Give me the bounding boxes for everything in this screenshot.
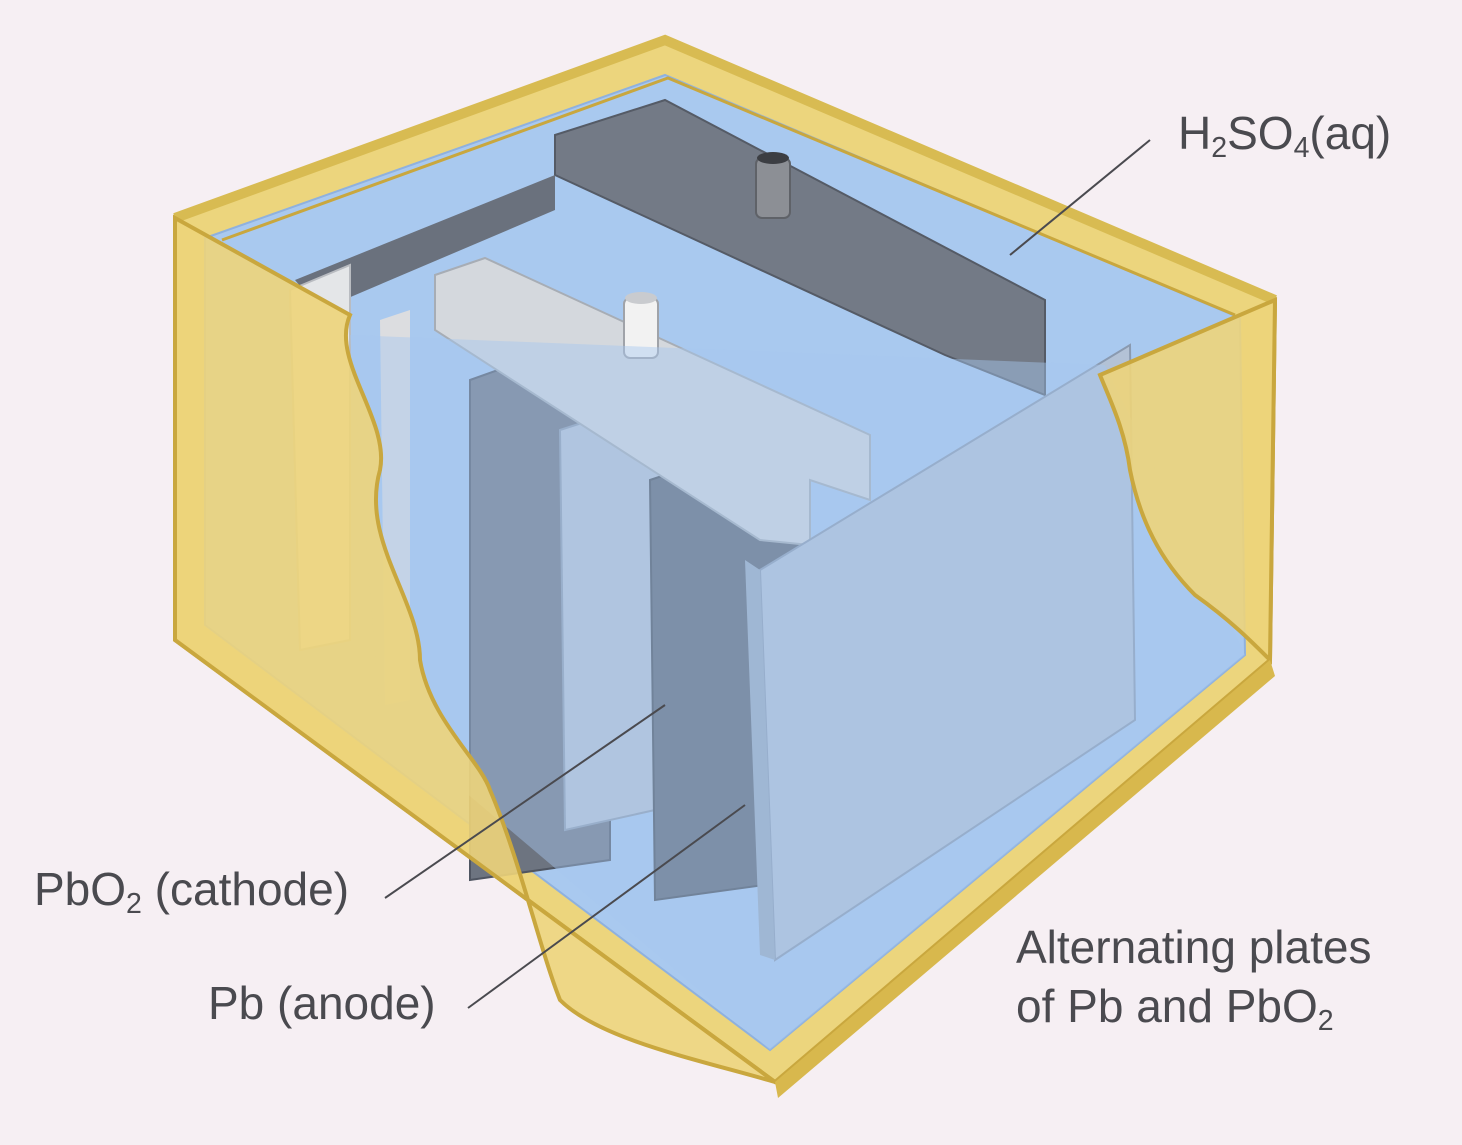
label-electrolyte-base: H — [1178, 107, 1212, 159]
negative-terminal-top — [757, 152, 789, 164]
label-anode: Pb (anode) — [208, 976, 436, 1031]
label-plates-line2-sub: 2 — [1317, 1004, 1334, 1037]
electrolyte-surface — [350, 335, 1245, 1050]
label-electrolyte: H2SO4(aq) — [1178, 106, 1392, 164]
rear-frame — [295, 175, 555, 310]
front-connector-bar — [434, 256, 871, 547]
label-cathode-base: PbO — [34, 863, 127, 915]
label-cathode-tail: (cathode) — [141, 863, 350, 915]
label-electrolyte-sub1: 2 — [1211, 131, 1228, 164]
casing-left-wall — [173, 214, 777, 1084]
label-alternating-plates: Alternating plates of Pb and PbO2 — [1016, 918, 1371, 1036]
casing-rim-inner — [221, 76, 1236, 317]
label-cathode: PbO2 (cathode) — [34, 862, 350, 920]
casing-rim — [173, 34, 1277, 305]
label-electrolyte-tail: (aq) — [1309, 107, 1392, 159]
label-electrolyte-sub2: 4 — [1293, 131, 1310, 164]
leader-anode — [467, 804, 746, 1009]
front-plate-edge — [745, 560, 775, 960]
leader-electrolyte — [1009, 139, 1151, 256]
leader-cathode — [384, 704, 666, 899]
label-plates-line1: Alternating plates — [1016, 921, 1372, 973]
label-anode-text: Pb (anode) — [208, 977, 436, 1029]
positive-terminal-top — [625, 292, 657, 304]
label-plates-line2: of Pb and PbO2 — [1016, 977, 1371, 1036]
label-cathode-sub: 2 — [126, 887, 142, 920]
casing-bottom-edge — [775, 660, 1275, 1098]
label-plates-line2-base: of Pb and PbO — [1016, 979, 1318, 1032]
label-electrolyte-mid: SO — [1227, 107, 1294, 159]
casing-right-wall — [1097, 296, 1278, 665]
negative-terminal — [755, 157, 791, 219]
